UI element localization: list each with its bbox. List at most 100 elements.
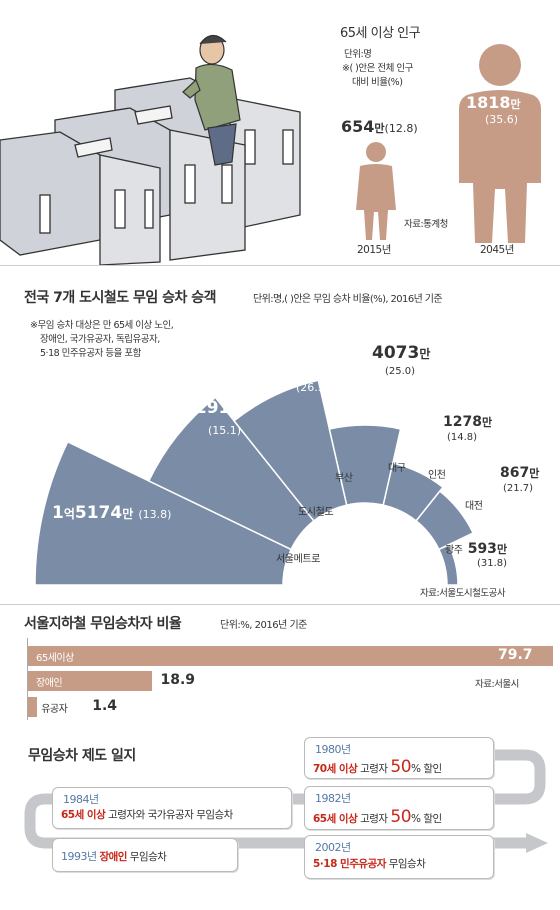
rider-value-big1: 1 (52, 503, 64, 523)
timeline-year: 1982년 (315, 792, 351, 805)
divider (0, 604, 560, 605)
population-2015-pct: (12.8) (384, 122, 418, 135)
rider-name-gwangju-inline: 광주 (445, 545, 463, 556)
population-2015-man: 만 (374, 122, 385, 135)
rider-pct-busan: (26.5) (296, 381, 330, 394)
fan-wedge-gwangju (437, 543, 459, 586)
timeline-year: 2002년 (315, 841, 351, 854)
population-2015-value: 654만(12.8) (341, 117, 418, 136)
riders-title: 전국 7개 도시철도 무임 승차 승객 (24, 290, 217, 306)
timeline-desc: 70세 이상 고령자 50% 할인 (313, 757, 442, 777)
rider-value-big1: 1 (172, 398, 184, 418)
seoul-source: 자료:서울시 (475, 679, 519, 690)
population-2015-num: 654 (341, 117, 375, 136)
timeline-event-1980: 1980년 70세 이상 고령자 50% 할인 (304, 737, 494, 779)
rider-value-big2: 1278 (443, 414, 482, 430)
riders-unit: 단위:명,( )안은 무임 승차 비율(%), 2016년 기준 (253, 294, 443, 305)
fan-wedge-incheon (382, 462, 444, 522)
timeline-desc: 65세 이상 고령자 50% 할인 (313, 807, 442, 827)
timeline-title: 무임승차 제도 일지 (28, 748, 136, 764)
timeline-desc: 1993년 장애인 무임승차 (61, 848, 167, 864)
rider-pct-dosi: (15.1) (208, 424, 242, 437)
rider-name-incheon: 인천 (428, 470, 446, 481)
timeline-highlight: 장애인 (99, 851, 127, 863)
rider-value-mid2: 만 (419, 347, 431, 361)
rider-value-big2: 593 (467, 541, 497, 557)
fan-wedge-busan (233, 379, 348, 522)
population-2045-pct: (35.6) (485, 113, 519, 126)
seoul-bar-merit (28, 697, 38, 717)
rider-value-mid1: 억 (63, 507, 75, 521)
rider-value-big2: 291 (194, 398, 231, 418)
timeline-highlight: 65세 이상 (313, 813, 358, 825)
rider-value-mid2: 만 (122, 507, 134, 521)
seoul-title: 서울지하철 무임승차자 비율 (24, 616, 182, 632)
population-unit: 단위:명 (344, 49, 372, 60)
rider-name-daejeon: 대전 (465, 501, 483, 512)
person-2015-figure (356, 142, 396, 240)
rider-value-big2: 867 (500, 465, 530, 481)
timeline-desc: 5·18 민주유공자 무임승차 (313, 856, 426, 871)
population-2045-num: 1818 (466, 93, 511, 112)
timeline-year: 1984년 (63, 793, 99, 806)
riders-note-line2: 장애인, 국가유공자, 독립유공자, (40, 334, 160, 345)
population-note-line2: 대비 비율(%) (352, 77, 403, 88)
rider-value-mid2: 만 (230, 402, 242, 416)
divider (0, 265, 560, 266)
timeline-text: 고령자 (357, 763, 391, 775)
rider-name-seoul-metro: 서울메트로 (276, 554, 321, 565)
riders-fan-chart (34, 379, 475, 586)
seoul-bar-value-65plus: 79.7 (498, 647, 533, 663)
seoul-bar-value-disabled: 18.9 (160, 672, 196, 688)
rider-value-busan: 8756만 (271, 358, 329, 378)
population-2015-year: 2015년 (357, 244, 391, 256)
timeline-year: 1993년 (61, 850, 97, 863)
riders-source: 자료:서울도시철도공사 (420, 588, 506, 599)
seoul-unit: 단위:%, 2016년 기준 (220, 620, 307, 631)
seoul-bar-label-merit: 유공자 (41, 704, 68, 715)
fan-wedge-daejeon (415, 490, 475, 551)
timeline-year: 1980년 (315, 743, 351, 756)
rider-pct-gwangju: (31.8) (477, 558, 508, 569)
rider-pct-daegu: (25.0) (385, 366, 416, 377)
timeline-event-1982: 1982년 65세 이상 고령자 50% 할인 (304, 786, 494, 830)
population-2045-man: 만 (510, 98, 521, 111)
timeline-highlight: 5·18 민주유공자 (313, 858, 386, 870)
rider-value-seoul-metro: 1억5174만 (13.8) (52, 503, 171, 523)
population-source: 자료:통계청 (404, 219, 448, 230)
rider-value-big2: 8756 (271, 358, 319, 378)
rider-name-daegu: 대구 (388, 463, 406, 474)
riders-note-line1: ※무임 승차 대상은 만 65세 이상 노인, (30, 320, 174, 331)
timeline-desc: 65세 이상 고령자와 국가유공자 무임승차 (61, 807, 233, 822)
rider-value-daegu: 4073만 (372, 343, 430, 363)
timeline-text: 고령자 (357, 813, 391, 825)
timeline-event-1993: 1993년 장애인 무임승차 (52, 838, 238, 872)
population-2045-value: 1818만 (466, 93, 521, 112)
rider-value-daejeon: 867만 (500, 462, 539, 481)
seoul-bar-65plus (28, 646, 553, 666)
timeline-text2: % 할인 (411, 763, 442, 775)
riders-note-line3: 5·18 민주유공자 등을 포함 (40, 348, 141, 359)
timeline-highlight: 70세 이상 (313, 763, 358, 775)
turnstile-illustration (0, 34, 301, 265)
rider-value-mid2: 만 (318, 362, 330, 376)
rider-pct-incheon: (14.8) (447, 432, 478, 443)
rider-value-big2: 5174 (74, 503, 123, 523)
timeline-pct: 50 (390, 807, 412, 827)
seoul-bar-value-merit: 1.4 (92, 698, 118, 714)
timeline-event-2002: 2002년 5·18 민주유공자 무임승차 (304, 835, 494, 879)
seoul-axis-line (27, 638, 28, 720)
rider-pct-daejeon: (21.7) (503, 483, 534, 494)
timeline-pct: 50 (390, 757, 412, 777)
population-2045-year: 2045년 (480, 244, 514, 256)
timeline-text2: % 할인 (411, 813, 442, 825)
rider-value-mid2: 만 (496, 543, 508, 556)
timeline-text: 무임승차 (385, 858, 426, 870)
population-note-line1: ※( )안은 전체 인구 (342, 63, 413, 74)
person-2045-figure (459, 44, 541, 243)
rider-value-mid2: 만 (481, 416, 493, 429)
rider-value-gwangju: 광주 593만 (445, 538, 507, 557)
rider-name-busan: 부산 (335, 473, 353, 484)
population-title: 65세 이상 인구 (340, 26, 421, 41)
rider-value-big2: 4073 (372, 343, 420, 363)
